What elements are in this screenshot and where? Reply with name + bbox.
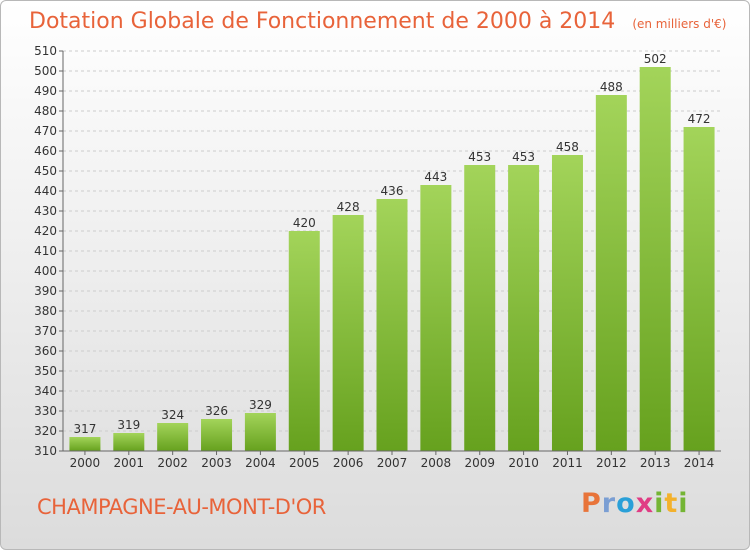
y-tick-label: 390 [34, 284, 57, 298]
y-tick-label: 450 [34, 164, 57, 178]
y-tick-label: 320 [34, 424, 57, 438]
bar-2009 [464, 165, 496, 451]
x-tick-label: 2003 [201, 456, 232, 470]
city-name: CHAMPAGNE-AU-MONT-D'OR [37, 495, 326, 519]
y-tick-label: 410 [34, 244, 57, 258]
bar-2011 [551, 155, 583, 451]
bar-2007 [376, 199, 408, 451]
x-tick-label: 2012 [596, 456, 627, 470]
data-label: 319 [117, 418, 140, 432]
x-tick-label: 2014 [684, 456, 715, 470]
data-label: 324 [161, 408, 184, 422]
bar-2008 [420, 185, 452, 451]
x-tick-label: 2011 [552, 456, 583, 470]
x-tick-label: 2005 [289, 456, 320, 470]
proxiti-logo[interactable]: Proxiti [581, 488, 689, 519]
data-label: 428 [337, 200, 360, 214]
y-tick-label: 500 [34, 64, 57, 78]
data-label: 329 [249, 398, 272, 412]
chart-subtitle: (en milliers d'€) [632, 17, 727, 31]
y-tick-label: 470 [34, 124, 57, 138]
y-tick-label: 360 [34, 344, 57, 358]
y-tick-label: 510 [34, 44, 57, 58]
y-tick-label: 340 [34, 384, 57, 398]
bar-2001 [113, 433, 145, 451]
data-label: 502 [644, 52, 667, 66]
x-tick-label: 2000 [70, 456, 101, 470]
chart-title-text: Dotation Globale de Fonctionnement de 20… [29, 9, 616, 34]
y-tick-label: 330 [34, 404, 57, 418]
x-tick-label: 2010 [508, 456, 539, 470]
bar-2003 [201, 419, 233, 451]
x-tick-label: 2004 [245, 456, 276, 470]
x-tick-label: 2001 [114, 456, 145, 470]
data-label: 420 [293, 216, 316, 230]
x-tick-label: 2009 [464, 456, 495, 470]
data-label: 472 [688, 112, 711, 126]
bar-2014 [683, 127, 715, 451]
data-label: 326 [205, 404, 228, 418]
y-tick-label: 440 [34, 184, 57, 198]
x-tick-label: 2002 [157, 456, 188, 470]
data-label: 436 [381, 184, 404, 198]
data-label: 317 [73, 422, 96, 436]
data-label: 458 [556, 140, 579, 154]
chart-title: Dotation Globale de Fonctionnement de 20… [29, 9, 726, 34]
y-tick-label: 420 [34, 224, 57, 238]
y-tick-label: 370 [34, 324, 57, 338]
y-tick-label: 490 [34, 84, 57, 98]
bar-2006 [332, 215, 364, 451]
x-axis-ticks: 2000 2001 2002 2003 2004 2005 2006 2007 2008 2009… [70, 451, 715, 470]
x-tick-label: 2007 [377, 456, 408, 470]
data-labels: 317 319 324 326 329 420 428 436 443 453 453 458 488 5… [73, 52, 710, 436]
y-tick-label: 460 [34, 144, 57, 158]
bar-2013 [639, 67, 671, 451]
y-tick-label: 310 [34, 444, 57, 458]
data-label: 453 [468, 150, 491, 164]
data-label: 443 [424, 170, 447, 184]
x-tick-label: 2006 [333, 456, 364, 470]
y-tick-label: 350 [34, 364, 57, 378]
y-tick-label: 430 [34, 204, 57, 218]
data-label: 453 [512, 150, 535, 164]
y-tick-label: 380 [34, 304, 57, 318]
bar-2010 [508, 165, 540, 451]
bar-2005 [288, 231, 320, 451]
x-tick-label: 2013 [640, 456, 671, 470]
x-tick-label: 2008 [421, 456, 452, 470]
y-tick-label: 400 [34, 264, 57, 278]
bar-2012 [595, 95, 627, 451]
y-tick-label: 480 [34, 104, 57, 118]
bar-2004 [244, 413, 276, 451]
y-axis-ticks: 310 320 330 340 350 360 370 380 390 400 410 420 430 4… [34, 44, 63, 458]
data-label: 488 [600, 80, 623, 94]
bars [69, 67, 715, 451]
bar-2000 [69, 437, 101, 451]
bar-2002 [157, 423, 189, 451]
